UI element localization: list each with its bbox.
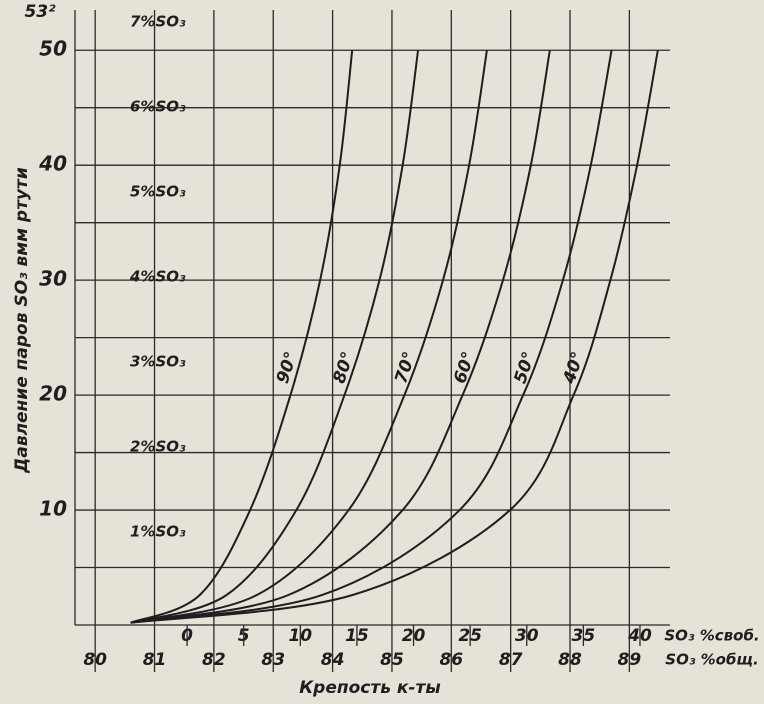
- x-axis-label: Крепость к-ты: [299, 678, 440, 698]
- x-axis-name: SO₃ %общ.: [665, 651, 758, 669]
- curve: [130, 50, 613, 624]
- curve: [130, 50, 488, 624]
- y-tick-label: 50: [39, 37, 67, 61]
- y-axis-label: Давление паров SO₃ вмм ртути: [12, 167, 32, 474]
- curve: [130, 50, 354, 624]
- curve: [130, 50, 420, 624]
- annotation: 1%SO₃: [130, 523, 186, 541]
- y-tick-label: 20: [39, 382, 67, 406]
- x2-axis-name: SO₃ %своб.: [664, 627, 759, 645]
- annotation: 7%SO₃: [130, 13, 186, 31]
- y-tick-label: 40: [38, 152, 67, 176]
- annotation: 3%SO₃: [130, 353, 186, 371]
- annotation: 4%SO₃: [129, 268, 186, 286]
- annotation: 2%SO₃: [130, 438, 186, 456]
- annotation: 6%SO₃: [130, 98, 186, 116]
- curve: [130, 50, 551, 624]
- annotation: 5%SO₃: [130, 183, 186, 201]
- y-tick-label: 10: [39, 497, 67, 521]
- page-mark: 53²: [24, 2, 56, 22]
- curve: [130, 50, 659, 624]
- y-tick-label: 30: [39, 267, 67, 291]
